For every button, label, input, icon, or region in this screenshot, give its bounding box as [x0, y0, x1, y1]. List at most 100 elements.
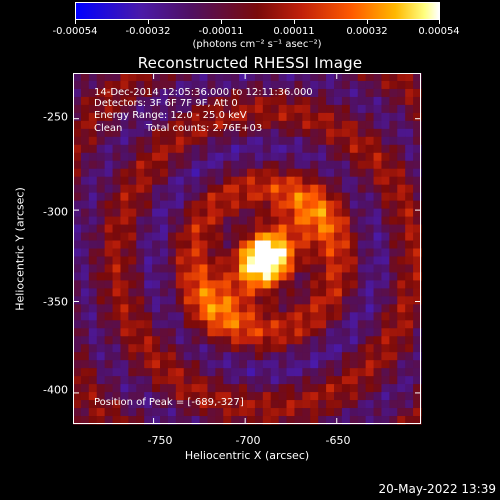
heatmap-cell [207, 328, 216, 337]
heatmap-cell [223, 73, 232, 82]
heatmap-cell [207, 88, 216, 98]
heatmap-cell [310, 368, 319, 377]
heatmap-cell [302, 400, 311, 409]
heatmap-cell [294, 208, 303, 218]
heatmap-cell [397, 80, 406, 90]
heatmap-cell [357, 112, 367, 122]
heatmap-cell [73, 160, 82, 170]
heatmap-cell [405, 400, 414, 409]
heatmap-cell [215, 384, 224, 393]
heatmap-cell [389, 73, 398, 82]
heatmap-cell [373, 376, 383, 385]
heatmap-cell [199, 120, 209, 130]
heatmap-cell [199, 88, 209, 98]
heatmap-cell [334, 240, 343, 250]
heatmap-cell [80, 136, 90, 146]
heatmap-cell [152, 168, 161, 178]
heatmap-cell [104, 320, 114, 329]
heatmap-cell [183, 416, 193, 425]
heatmap-cell [104, 392, 114, 401]
heatmap-cell [373, 256, 383, 266]
heatmap-cell [215, 88, 224, 98]
heatmap-cell [310, 240, 319, 250]
heatmap-cell [152, 208, 161, 218]
heatmap-cell [183, 184, 193, 194]
heatmap-cell [373, 160, 383, 170]
heatmap-cell [183, 80, 193, 90]
heatmap-cell [239, 168, 248, 178]
heatmap-cell [239, 288, 248, 297]
heatmap-cell [128, 336, 137, 345]
heatmap-cell [247, 352, 256, 361]
heatmap-cell [262, 272, 272, 282]
heatmap-cell [88, 128, 98, 138]
annotation-clean: Clean [94, 123, 123, 134]
heatmap-cell [183, 368, 193, 377]
heatmap-cell [254, 328, 264, 337]
heatmap-cell [294, 304, 303, 313]
heatmap-cell [144, 352, 153, 361]
heatmap-cell [80, 384, 90, 393]
heatmap-cell [413, 240, 422, 250]
heatmap-cell [239, 328, 248, 337]
heatmap-cell [247, 112, 256, 122]
heatmap-cell [183, 200, 193, 210]
heatmap-cell [413, 112, 422, 122]
heatmap-cell [286, 96, 296, 106]
heatmap-cell [405, 144, 414, 154]
heatmap-cell [136, 160, 145, 170]
heatmap-cell [191, 160, 201, 170]
heatmap-cell [96, 368, 106, 377]
heatmap-cell [191, 208, 201, 218]
heatmap-cell [270, 360, 280, 369]
heatmap-cell [318, 160, 327, 170]
heatmap-cell [389, 200, 398, 210]
heatmap-cell [278, 160, 288, 170]
heatmap-cell [239, 136, 248, 146]
heatmap-cell [389, 344, 398, 353]
heatmap-cell [239, 344, 248, 353]
heatmap-cell [80, 152, 90, 162]
heatmap-cell [104, 192, 114, 202]
heatmap-cell [167, 104, 177, 114]
heatmap-cell [262, 320, 272, 329]
heatmap-cell [191, 272, 201, 282]
heatmap-cell [381, 184, 390, 194]
heatmap-cell [270, 168, 280, 178]
heatmap-cell [199, 112, 209, 122]
heatmap-cell [278, 80, 288, 90]
heatmap-cell [80, 400, 90, 409]
heatmap-cell [341, 88, 351, 98]
heatmap-cell [144, 168, 153, 178]
heatmap-cell [334, 200, 343, 210]
heatmap-cell [405, 80, 414, 90]
heatmap-cell [270, 160, 280, 170]
heatmap-cell [349, 73, 359, 82]
heatmap-cell [215, 120, 224, 130]
heatmap-cell [286, 264, 296, 274]
heatmap-cell [73, 376, 82, 385]
heatmap-cell [310, 224, 319, 234]
heatmap-cell [318, 136, 327, 146]
heatmap-cell [175, 144, 185, 154]
colorbar-tick [439, 20, 440, 24]
heatmap-cell [302, 328, 311, 337]
heatmap-cell [334, 73, 343, 82]
heatmap-cell [405, 152, 414, 162]
heatmap-cell [318, 248, 327, 258]
heatmap-cell [167, 176, 177, 186]
heatmap-cell [334, 400, 343, 409]
heatmap-cell [373, 264, 383, 274]
heatmap-cell [152, 352, 161, 361]
heatmap-cell [199, 296, 209, 305]
heatmap-cell [144, 80, 153, 90]
heatmap-cell [357, 176, 367, 186]
heatmap-cell [199, 400, 209, 409]
heatmap-cell [183, 392, 193, 401]
heatmap-cell [341, 256, 351, 266]
heatmap-cell [183, 232, 193, 242]
heatmap-cell [302, 80, 311, 90]
heatmap-cell [270, 208, 280, 218]
heatmap-cell [96, 144, 106, 154]
heatmap-cell [365, 304, 375, 313]
